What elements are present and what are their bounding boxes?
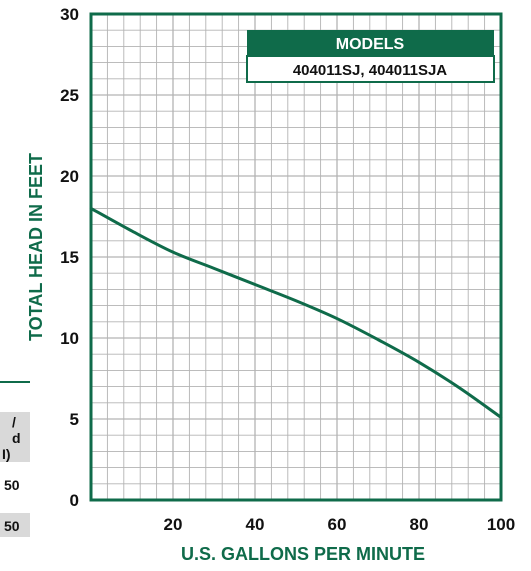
legend-header xyxy=(247,30,494,56)
table-fragment-header-3: I) xyxy=(2,446,11,462)
y-tick-label-20: 20 xyxy=(60,167,79,186)
table-fragment-header-2: d xyxy=(12,430,21,446)
y-tick-label-5: 5 xyxy=(70,410,79,429)
y-tick-label-10: 10 xyxy=(60,329,79,348)
y-tick-label-15: 15 xyxy=(60,248,79,267)
x-tick-label-40: 40 xyxy=(246,515,265,534)
models-legend: MODELS 404011SJ, 404011SJA xyxy=(246,30,495,83)
legend-title: MODELS xyxy=(336,36,405,53)
x-tick-label-60: 60 xyxy=(328,515,347,534)
y-axis-title: TOTAL HEAD IN FEET xyxy=(26,153,46,341)
table-fragment-row-1: 50 xyxy=(4,477,20,493)
x-tick-label-80: 80 xyxy=(410,515,429,534)
y-axis-ticks: 0 5 10 15 20 25 30 xyxy=(60,5,79,510)
x-axis-ticks: 20 40 60 80 100 xyxy=(164,515,516,534)
x-axis-title: U.S. GALLONS PER MINUTE xyxy=(181,544,425,564)
x-tick-label-100: 100 xyxy=(487,515,515,534)
table-fragment-row-2: 50 xyxy=(4,518,20,534)
y-tick-label-25: 25 xyxy=(60,86,79,105)
legend-body xyxy=(246,55,495,83)
left-table-fragment: / d I) 50 50 xyxy=(0,381,30,537)
y-tick-label-0: 0 xyxy=(70,491,79,510)
table-fragment-header-1: / xyxy=(12,414,16,430)
chart-grid xyxy=(91,14,501,500)
x-tick-label-20: 20 xyxy=(164,515,183,534)
y-tick-label-30: 30 xyxy=(60,5,79,24)
legend-entry-models: 404011SJ, 404011SJA xyxy=(293,62,447,79)
plot-frame xyxy=(89,12,503,502)
performance-curve-line xyxy=(89,206,503,419)
